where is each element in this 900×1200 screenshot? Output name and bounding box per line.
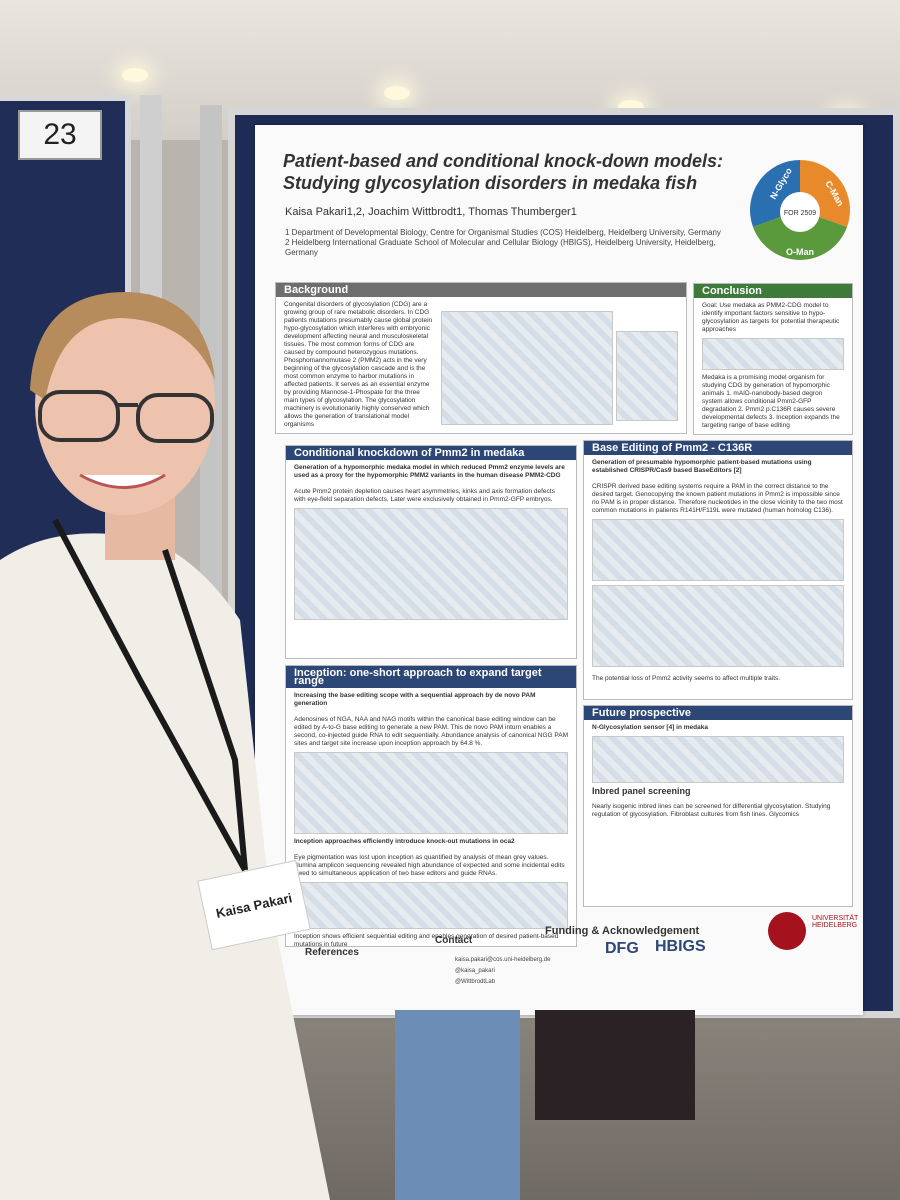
section-heading: Conditional knockdown of Pmm2 in medaka [286, 446, 576, 460]
funder-logo: HBIGS [655, 938, 706, 955]
figure [294, 508, 568, 620]
authors: Kaisa Pakari1,2, Joachim Wittbrodt1, Tho… [285, 206, 577, 218]
figure [702, 338, 844, 370]
title-line: Studying glycosylation disorders in meda… [283, 173, 698, 193]
section-text: Goal: Use medaka as PMM2-CDG model to id… [702, 302, 840, 333]
section-heading: Inception: one-short approach to expand … [286, 666, 576, 688]
section-text: CRISPR derived base editing systems requ… [592, 483, 843, 514]
glasses [38, 390, 214, 443]
logo-label: FOR 2509 [784, 210, 816, 217]
figure [592, 736, 844, 783]
consortium-logo: N-Glyco C-Man O-Man FOR 2509 [750, 160, 850, 260]
section: Inception: one-short approach to expand … [285, 665, 577, 947]
section-subheading: Increasing the base editing scope with a… [294, 692, 536, 707]
background-person-legs [395, 1010, 520, 1200]
section-text: Nearly isogenic inbred lines can be scre… [592, 803, 831, 818]
figure [592, 519, 844, 581]
ceiling-lamp [122, 68, 148, 82]
affiliation: 2 Heidelberg International Graduate Scho… [285, 238, 716, 257]
affiliations: 1 Department of Developmental Biology, C… [285, 228, 735, 258]
section-text: Inception shows efficient sequential edi… [294, 933, 559, 947]
board-number: 23 [18, 110, 102, 160]
badge-card [197, 859, 311, 951]
section-text: Eye pigmentation was lost upon inception… [294, 854, 565, 877]
section-heading: Conclusion [694, 284, 852, 298]
section: Conditional knockdown of Pmm2 in medaka … [285, 445, 577, 659]
logo-label: O-Man [786, 247, 814, 257]
section-heading: Future prospective [584, 706, 852, 720]
section-text: Adenosines of NGA, NAA and NAG motifs wi… [294, 716, 568, 747]
section: Conclusion Goal: Use medaka as PMM2-CDG … [693, 283, 853, 435]
university-name: UNIVERSITÄT HEIDELBERG [812, 915, 859, 929]
title-line: Patient-based and conditional knock-down… [283, 151, 724, 171]
section-text: The potential loss of Pmm2 activity seem… [592, 675, 781, 682]
section-subheading: Inception approaches efficiently introdu… [294, 838, 515, 845]
section-subheading: Inbred panel screening [592, 786, 691, 796]
section: Future prospective N-Glycosylation senso… [583, 705, 853, 907]
affiliation: 1 Department of Developmental Biology, C… [285, 228, 721, 237]
glasses-lens [136, 393, 214, 443]
section-text: Congenital disorders of glycosylation (C… [284, 301, 433, 428]
contact-item: kaisa.pakari@cos.uni-heidelberg.de [455, 957, 551, 963]
glasses-lens [38, 390, 120, 442]
background-person-legs [535, 1010, 695, 1120]
section-subheading: Generation of presumable hypomorphic pat… [592, 459, 812, 474]
section-heading: Base Editing of Pmm2 - C136R [584, 441, 852, 455]
section-subheading: Generation of a hypomorphic medaka model… [294, 464, 565, 479]
section-heading: Funding & Acknowledgement [545, 925, 700, 937]
shirt [0, 533, 330, 1200]
smile [79, 473, 166, 489]
lanyard [52, 518, 248, 872]
poster-title: Patient-based and conditional knock-down… [283, 150, 753, 194]
contact-item: @WittbrodtLab [455, 979, 496, 985]
section: Background Congenital disorders of glyco… [275, 282, 687, 434]
section-heading: References [305, 947, 359, 958]
section-subheading: N-Glycosylation sensor [4] in medaka [592, 724, 708, 731]
figure [441, 311, 613, 425]
hair [30, 291, 215, 400]
name-badge: Kaisa Pakari [197, 859, 311, 951]
figure [616, 331, 678, 421]
contact-item: @kaisa_pakari [455, 968, 495, 974]
section-text: Medaka is a promising model organism for… [702, 374, 840, 429]
university-seal [768, 912, 806, 950]
figure [294, 752, 568, 834]
contact-list: kaisa.pakari@cos.uni-heidelberg.de @kais… [455, 955, 550, 988]
logo-segment [753, 210, 847, 260]
section-heading: Contact [435, 935, 473, 946]
figure [294, 882, 568, 929]
section: Base Editing of Pmm2 - C136R Generation … [583, 440, 853, 700]
logo-center [780, 192, 820, 232]
figure [592, 585, 844, 667]
section-text: Acute Pmm2 protein depletion causes hear… [294, 488, 555, 503]
ceiling-lamp [384, 86, 410, 100]
section-heading: Background [276, 283, 686, 297]
funder-logo: DFG [605, 940, 639, 957]
